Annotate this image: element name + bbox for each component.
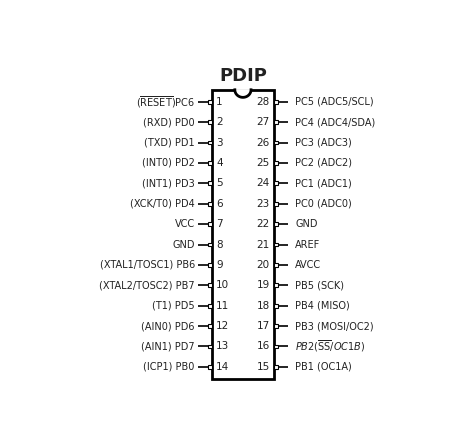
Text: AVCC: AVCC <box>295 260 321 270</box>
Text: AREF: AREF <box>295 240 320 249</box>
Text: 15: 15 <box>256 362 270 372</box>
Text: 27: 27 <box>256 117 270 127</box>
Text: 7: 7 <box>216 219 223 229</box>
Bar <box>274 120 278 124</box>
Bar <box>274 222 278 226</box>
Bar <box>208 181 212 185</box>
Text: 19: 19 <box>256 280 270 290</box>
Text: (T1) PD5: (T1) PD5 <box>152 301 195 311</box>
Text: (INT0) PD2: (INT0) PD2 <box>142 158 195 168</box>
Bar <box>208 202 212 206</box>
Text: 3: 3 <box>216 138 223 148</box>
Bar <box>208 304 212 308</box>
Text: 4: 4 <box>216 158 223 168</box>
Text: 10: 10 <box>216 280 229 290</box>
Text: $PB2 (\overline{\mathrm{SS}}/OC1B)$: $PB2 (\overline{\mathrm{SS}}/OC1B)$ <box>295 339 365 354</box>
Bar <box>274 324 278 328</box>
Bar <box>274 100 278 104</box>
Text: PC0 (ADC0): PC0 (ADC0) <box>295 199 352 209</box>
Text: 16: 16 <box>256 342 270 351</box>
Bar <box>212 90 274 379</box>
Text: GND: GND <box>173 240 195 249</box>
Text: PC1 (ADC1): PC1 (ADC1) <box>295 178 352 188</box>
Text: 8: 8 <box>216 240 223 249</box>
Bar <box>274 161 278 165</box>
Text: PC5 (ADC5/SCL): PC5 (ADC5/SCL) <box>295 97 374 107</box>
Text: PC4 (ADC4/SDA): PC4 (ADC4/SDA) <box>295 117 375 127</box>
Text: 5: 5 <box>216 178 223 188</box>
Text: GND: GND <box>295 219 318 229</box>
Text: (ICP1) PB0: (ICP1) PB0 <box>144 362 195 372</box>
Text: 25: 25 <box>256 158 270 168</box>
Text: PC2 (ADC2): PC2 (ADC2) <box>295 158 352 168</box>
Bar <box>208 345 212 348</box>
Text: PB3 (MOSI/OC2): PB3 (MOSI/OC2) <box>295 321 374 331</box>
Text: 23: 23 <box>256 199 270 209</box>
Bar <box>274 304 278 308</box>
Text: (XTAL1/TOSC1) PB6: (XTAL1/TOSC1) PB6 <box>100 260 195 270</box>
Polygon shape <box>235 90 251 97</box>
Text: (AIN0) PD6: (AIN0) PD6 <box>141 321 195 331</box>
Text: 24: 24 <box>256 178 270 188</box>
Bar <box>274 243 278 246</box>
Bar <box>274 181 278 185</box>
Text: 14: 14 <box>216 362 229 372</box>
Bar <box>208 243 212 246</box>
Bar <box>208 324 212 328</box>
Bar <box>208 141 212 144</box>
Text: 13: 13 <box>216 342 229 351</box>
Bar <box>274 365 278 369</box>
Text: PC3 (ADC3): PC3 (ADC3) <box>295 138 352 148</box>
Text: PB4 (MISO): PB4 (MISO) <box>295 301 350 311</box>
Bar <box>274 141 278 144</box>
Text: (XCK/T0) PD4: (XCK/T0) PD4 <box>130 199 195 209</box>
Text: PB5 (SCK): PB5 (SCK) <box>295 280 344 290</box>
Text: 6: 6 <box>216 199 223 209</box>
Text: 22: 22 <box>256 219 270 229</box>
Text: 28: 28 <box>256 97 270 107</box>
Text: 17: 17 <box>256 321 270 331</box>
Bar <box>208 263 212 267</box>
Bar <box>274 263 278 267</box>
Text: PDIP: PDIP <box>219 67 267 85</box>
Text: 21: 21 <box>256 240 270 249</box>
Text: (INT1) PD3: (INT1) PD3 <box>142 178 195 188</box>
Bar <box>274 283 278 287</box>
Bar <box>208 120 212 124</box>
Text: 9: 9 <box>216 260 223 270</box>
Bar <box>208 283 212 287</box>
Text: 2: 2 <box>216 117 223 127</box>
Text: $(\overline{\mathrm{RESET}}) \mathrm{PC6}$: $(\overline{\mathrm{RESET}}) \mathrm{PC6… <box>136 94 195 110</box>
Bar <box>274 345 278 348</box>
Text: 18: 18 <box>256 301 270 311</box>
Text: VCC: VCC <box>175 219 195 229</box>
Text: 20: 20 <box>256 260 270 270</box>
Bar <box>274 202 278 206</box>
Text: PB1 (OC1A): PB1 (OC1A) <box>295 362 352 372</box>
Text: 26: 26 <box>256 138 270 148</box>
Text: 12: 12 <box>216 321 229 331</box>
Bar <box>208 161 212 165</box>
Text: (AIN1) PD7: (AIN1) PD7 <box>141 342 195 351</box>
Bar <box>208 365 212 369</box>
Text: 1: 1 <box>216 97 223 107</box>
Bar <box>208 222 212 226</box>
Text: 11: 11 <box>216 301 229 311</box>
Text: (RXD) PD0: (RXD) PD0 <box>143 117 195 127</box>
Bar <box>208 100 212 104</box>
Text: (XTAL2/TOSC2) PB7: (XTAL2/TOSC2) PB7 <box>99 280 195 290</box>
Text: (TXD) PD1: (TXD) PD1 <box>144 138 195 148</box>
